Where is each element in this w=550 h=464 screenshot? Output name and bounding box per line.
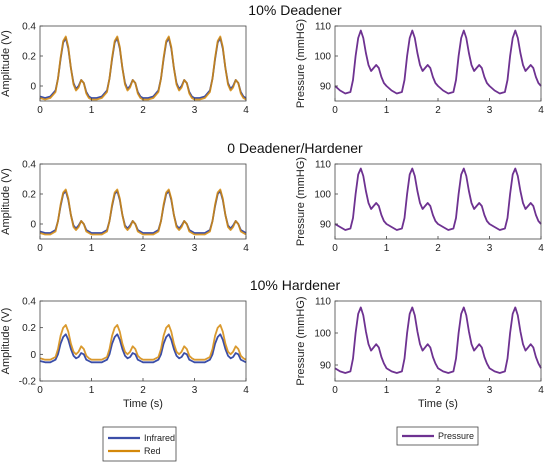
y-axis-label: Pressure (mmHG)	[295, 19, 307, 108]
x-tick-label: 3	[487, 105, 493, 116]
plot-1: 0 1 2 3 4 0 0.2 0.4 Amplitude (V)	[0, 22, 249, 117]
y-tick-label: 0	[30, 220, 36, 231]
series-line-red	[39, 188, 247, 236]
y-tick-label: 100	[314, 52, 331, 63]
x-tick-label: 1	[384, 385, 390, 396]
legend-right: Pressure	[396, 426, 479, 446]
row-title-3: 10% Hardener	[250, 277, 341, 293]
x-tick-label: 0	[332, 105, 338, 116]
y-axis-label: Amplitude (V)	[0, 30, 12, 97]
x-tick-label: 2	[140, 243, 146, 254]
x-tick-label: 0	[332, 243, 338, 254]
series-line-pressure	[334, 167, 542, 231]
row-title-1: 10% Deadener	[248, 2, 342, 18]
x-tick-label: 2	[435, 385, 441, 396]
legend-right-box	[396, 426, 479, 446]
series-line-pressure	[334, 29, 542, 95]
x-tick-label: 0	[37, 243, 43, 254]
x-tick-label: 1	[89, 243, 95, 254]
x-tick-label: 3	[487, 243, 493, 254]
y-tick-label: 0.2	[22, 323, 36, 334]
y-tick-label: 110	[315, 22, 331, 33]
legend-label-infrared: Infrared	[144, 433, 175, 443]
x-tick-label: 4	[538, 243, 544, 254]
x-tick-label: 1	[89, 105, 95, 116]
y-tick-label: 0.4	[22, 22, 36, 33]
x-tick-label: 0	[332, 385, 338, 396]
y-tick-label: -0.2	[19, 377, 37, 388]
y-axis-label: Pressure (mmHG)	[295, 296, 307, 385]
y-tick-label: 90	[320, 361, 332, 372]
y-tick-label: 0.4	[22, 297, 36, 308]
x-tick-label: 4	[243, 105, 249, 116]
x-tick-label: 1	[89, 385, 95, 396]
x-tick-label: 1	[384, 243, 390, 254]
y-tick-label: 90	[320, 220, 332, 231]
x-tick-label: 4	[538, 385, 544, 396]
plot-3: 0 1 2 3 4 0 0.2 0.4 Amplitude (V)	[0, 160, 249, 255]
y-tick-label: 0.2	[22, 190, 36, 201]
legend-label-red: Red	[144, 446, 161, 456]
x-tick-label: 2	[140, 385, 146, 396]
y-tick-label: 100	[314, 329, 331, 340]
x-tick-label: 2	[140, 105, 146, 116]
x-axis-label: Time (s)	[418, 398, 458, 410]
y-tick-label: 90	[320, 82, 332, 93]
row-title-2: 0 Deadener/Hardener	[227, 140, 363, 156]
series-line-red	[39, 324, 247, 361]
y-tick-label: 0	[30, 350, 36, 361]
x-tick-label: 3	[192, 385, 198, 396]
x-tick-label: 3	[487, 385, 493, 396]
x-tick-label: 4	[243, 243, 249, 254]
series-line-infrared	[39, 333, 247, 364]
y-tick-label: 110	[315, 297, 331, 308]
x-tick-label: 2	[435, 243, 441, 254]
y-axis-label: Pressure (mmHG)	[295, 157, 307, 246]
y-tick-label: 0.2	[22, 52, 36, 63]
legend-left-box	[102, 426, 177, 462]
y-tick-label: 110	[315, 160, 331, 171]
y-axis-label: Amplitude (V)	[0, 308, 12, 375]
x-tick-label: 3	[192, 243, 198, 254]
legend-left: Infrared Red	[102, 426, 177, 462]
series-line-red	[39, 35, 247, 101]
plot-6: 0 1 2 3 4 90 100 110 Pressure (mmHG) Time (s)	[295, 296, 544, 410]
plot-2: 0 1 2 3 4 90 100 110 Pressure (mmHG)	[295, 19, 544, 116]
y-axis-label: Amplitude (V)	[0, 168, 12, 235]
x-tick-label: 0	[37, 385, 43, 396]
y-tick-label: 100	[314, 190, 331, 201]
x-tick-label: 3	[192, 105, 198, 116]
x-tick-label: 4	[538, 105, 544, 116]
x-tick-label: 2	[435, 105, 441, 116]
x-tick-label: 1	[384, 105, 390, 116]
y-tick-label: 0	[30, 82, 36, 93]
y-tick-label: 0.4	[22, 160, 36, 171]
x-axis-label: Time (s)	[123, 398, 163, 410]
x-tick-label: 4	[243, 385, 249, 396]
x-tick-label: 0	[37, 105, 43, 116]
series-line-pressure	[334, 306, 542, 374]
plot-4: 0 1 2 3 4 90 100 110 Pressure (mmHG)	[295, 157, 544, 254]
legend-label-pressure: Pressure	[438, 431, 474, 441]
